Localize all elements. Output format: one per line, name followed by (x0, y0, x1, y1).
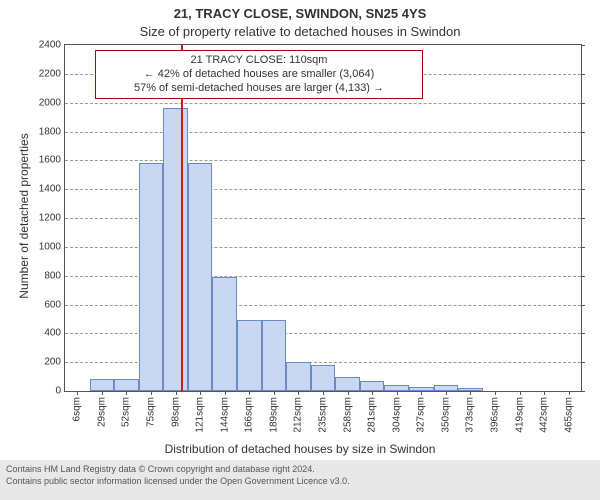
annotation-line2: ← 42% of detached houses are smaller (3,… (104, 68, 414, 82)
y-tick-label: 200 (44, 357, 61, 368)
chart-title-address: 21, TRACY CLOSE, SWINDON, SN25 4YS (0, 6, 600, 21)
y-tick-label: 0 (55, 386, 61, 397)
x-tick-label: 29sqm (96, 397, 107, 427)
x-tick-label: 419sqm (514, 397, 525, 433)
gridline-h (65, 160, 581, 161)
histogram-bar (311, 365, 336, 391)
x-tick-label: 442sqm (539, 397, 550, 433)
x-axis-label: Distribution of detached houses by size … (0, 442, 600, 456)
x-tick-mark (225, 391, 226, 395)
y-tick-mark (581, 218, 585, 219)
x-tick-label: 98sqm (170, 397, 181, 427)
x-tick-label: 281sqm (367, 397, 378, 433)
y-tick-mark (581, 160, 585, 161)
histogram-bar (163, 108, 188, 391)
x-tick-mark (77, 391, 78, 395)
histogram-bar (262, 320, 287, 391)
y-tick-mark (581, 132, 585, 133)
x-tick-label: 189sqm (268, 397, 279, 433)
x-tick-mark (520, 391, 521, 395)
y-tick-label: 1600 (39, 155, 61, 166)
y-tick-mark (581, 276, 585, 277)
histogram-bar (139, 163, 164, 391)
y-tick-mark (581, 391, 585, 392)
x-tick-mark (495, 391, 496, 395)
x-tick-label: 396sqm (490, 397, 501, 433)
x-tick-label: 121sqm (195, 397, 206, 433)
histogram-bar (335, 377, 360, 391)
y-tick-mark (581, 362, 585, 363)
x-tick-label: 327sqm (416, 397, 427, 433)
chart-container: 21, TRACY CLOSE, SWINDON, SN25 4YS Size … (0, 0, 600, 500)
x-tick-label: 144sqm (219, 397, 230, 433)
y-tick-mark (581, 103, 585, 104)
x-tick-mark (274, 391, 275, 395)
y-tick-mark (581, 74, 585, 75)
x-tick-mark (348, 391, 349, 395)
annotation-box: 21 TRACY CLOSE: 110sqm ← 42% of detached… (95, 50, 423, 99)
x-tick-mark (323, 391, 324, 395)
x-tick-mark (446, 391, 447, 395)
y-tick-mark (581, 189, 585, 190)
y-tick-label: 1400 (39, 184, 61, 195)
y-tick-label: 2000 (39, 97, 61, 108)
x-tick-label: 350sqm (440, 397, 451, 433)
x-tick-mark (176, 391, 177, 395)
x-tick-mark (249, 391, 250, 395)
x-tick-label: 75sqm (146, 397, 157, 427)
y-tick-label: 2400 (39, 40, 61, 51)
y-tick-mark (581, 305, 585, 306)
gridline-h (65, 132, 581, 133)
x-tick-mark (298, 391, 299, 395)
x-tick-label: 212sqm (293, 397, 304, 433)
x-tick-mark (421, 391, 422, 395)
x-tick-mark (200, 391, 201, 395)
y-tick-label: 600 (44, 299, 61, 310)
annotation-line3: 57% of semi-detached houses are larger (… (104, 82, 414, 96)
y-axis-label: Number of detached properties (17, 116, 31, 316)
x-tick-mark (102, 391, 103, 395)
histogram-bar (188, 163, 213, 391)
y-tick-mark (581, 333, 585, 334)
y-tick-label: 1800 (39, 126, 61, 137)
chart-title-desc: Size of property relative to detached ho… (0, 24, 600, 39)
x-tick-mark (544, 391, 545, 395)
histogram-bar (237, 320, 262, 391)
gridline-h (65, 103, 581, 104)
x-tick-label: 52sqm (121, 397, 132, 427)
histogram-bar (360, 381, 385, 391)
y-tick-label: 800 (44, 270, 61, 281)
histogram-bar (286, 362, 311, 391)
x-tick-mark (126, 391, 127, 395)
y-tick-label: 1000 (39, 241, 61, 252)
x-tick-label: 373sqm (465, 397, 476, 433)
x-tick-label: 465sqm (563, 397, 574, 433)
histogram-bar (212, 277, 237, 391)
x-tick-label: 166sqm (244, 397, 255, 433)
y-tick-label: 2200 (39, 68, 61, 79)
y-tick-mark (581, 45, 585, 46)
y-tick-mark (581, 247, 585, 248)
x-tick-mark (470, 391, 471, 395)
x-tick-mark (569, 391, 570, 395)
x-tick-mark (151, 391, 152, 395)
footer-line1: Contains HM Land Registry data © Crown c… (6, 464, 594, 476)
x-tick-mark (397, 391, 398, 395)
footer-attribution: Contains HM Land Registry data © Crown c… (0, 460, 600, 500)
x-tick-label: 258sqm (342, 397, 353, 433)
x-tick-mark (372, 391, 373, 395)
y-tick-label: 1200 (39, 213, 61, 224)
x-tick-label: 235sqm (318, 397, 329, 433)
y-tick-label: 400 (44, 328, 61, 339)
histogram-bar (114, 379, 139, 391)
x-tick-label: 6sqm (72, 397, 83, 421)
x-tick-label: 304sqm (391, 397, 402, 433)
histogram-bar (90, 379, 115, 391)
footer-line2: Contains public sector information licen… (6, 476, 594, 488)
annotation-line1: 21 TRACY CLOSE: 110sqm (104, 54, 414, 68)
